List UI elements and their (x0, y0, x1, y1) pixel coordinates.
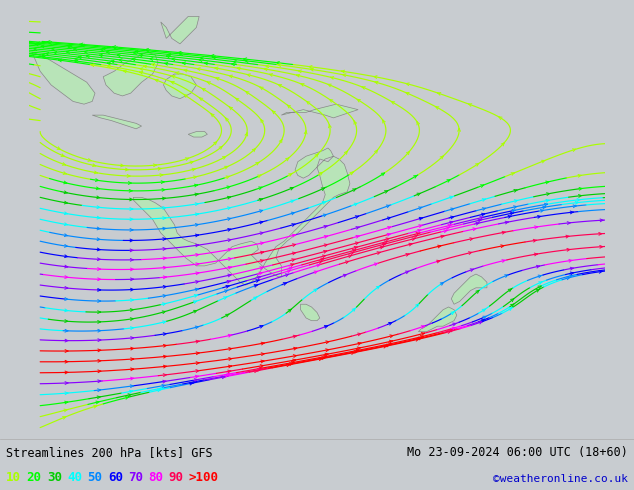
Text: Streamlines 200 hPa [kts] GFS: Streamlines 200 hPa [kts] GFS (6, 446, 213, 459)
Text: 70: 70 (128, 471, 143, 484)
Text: 10: 10 (6, 471, 22, 484)
Polygon shape (103, 52, 158, 96)
Text: ©weatheronline.co.uk: ©weatheronline.co.uk (493, 474, 628, 484)
Text: 50: 50 (87, 471, 103, 484)
Text: 80: 80 (148, 471, 164, 484)
Polygon shape (281, 104, 358, 118)
Text: 60: 60 (108, 471, 123, 484)
Text: 90: 90 (169, 471, 184, 484)
Polygon shape (418, 307, 456, 332)
Polygon shape (92, 115, 141, 129)
Text: 40: 40 (67, 471, 82, 484)
Text: Mo 23-09-2024 06:00 UTC (18+60): Mo 23-09-2024 06:00 UTC (18+60) (407, 446, 628, 459)
Text: 20: 20 (27, 471, 42, 484)
Text: >100: >100 (189, 471, 219, 484)
Polygon shape (451, 274, 487, 304)
Polygon shape (133, 148, 350, 285)
Polygon shape (301, 304, 320, 320)
Polygon shape (161, 17, 199, 44)
Polygon shape (32, 52, 95, 104)
Text: 30: 30 (47, 471, 62, 484)
Polygon shape (164, 74, 197, 98)
Polygon shape (188, 132, 207, 137)
